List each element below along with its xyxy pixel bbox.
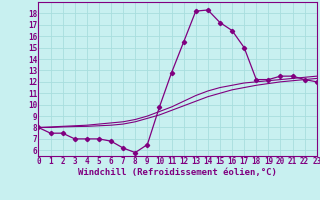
X-axis label: Windchill (Refroidissement éolien,°C): Windchill (Refroidissement éolien,°C) xyxy=(78,168,277,177)
